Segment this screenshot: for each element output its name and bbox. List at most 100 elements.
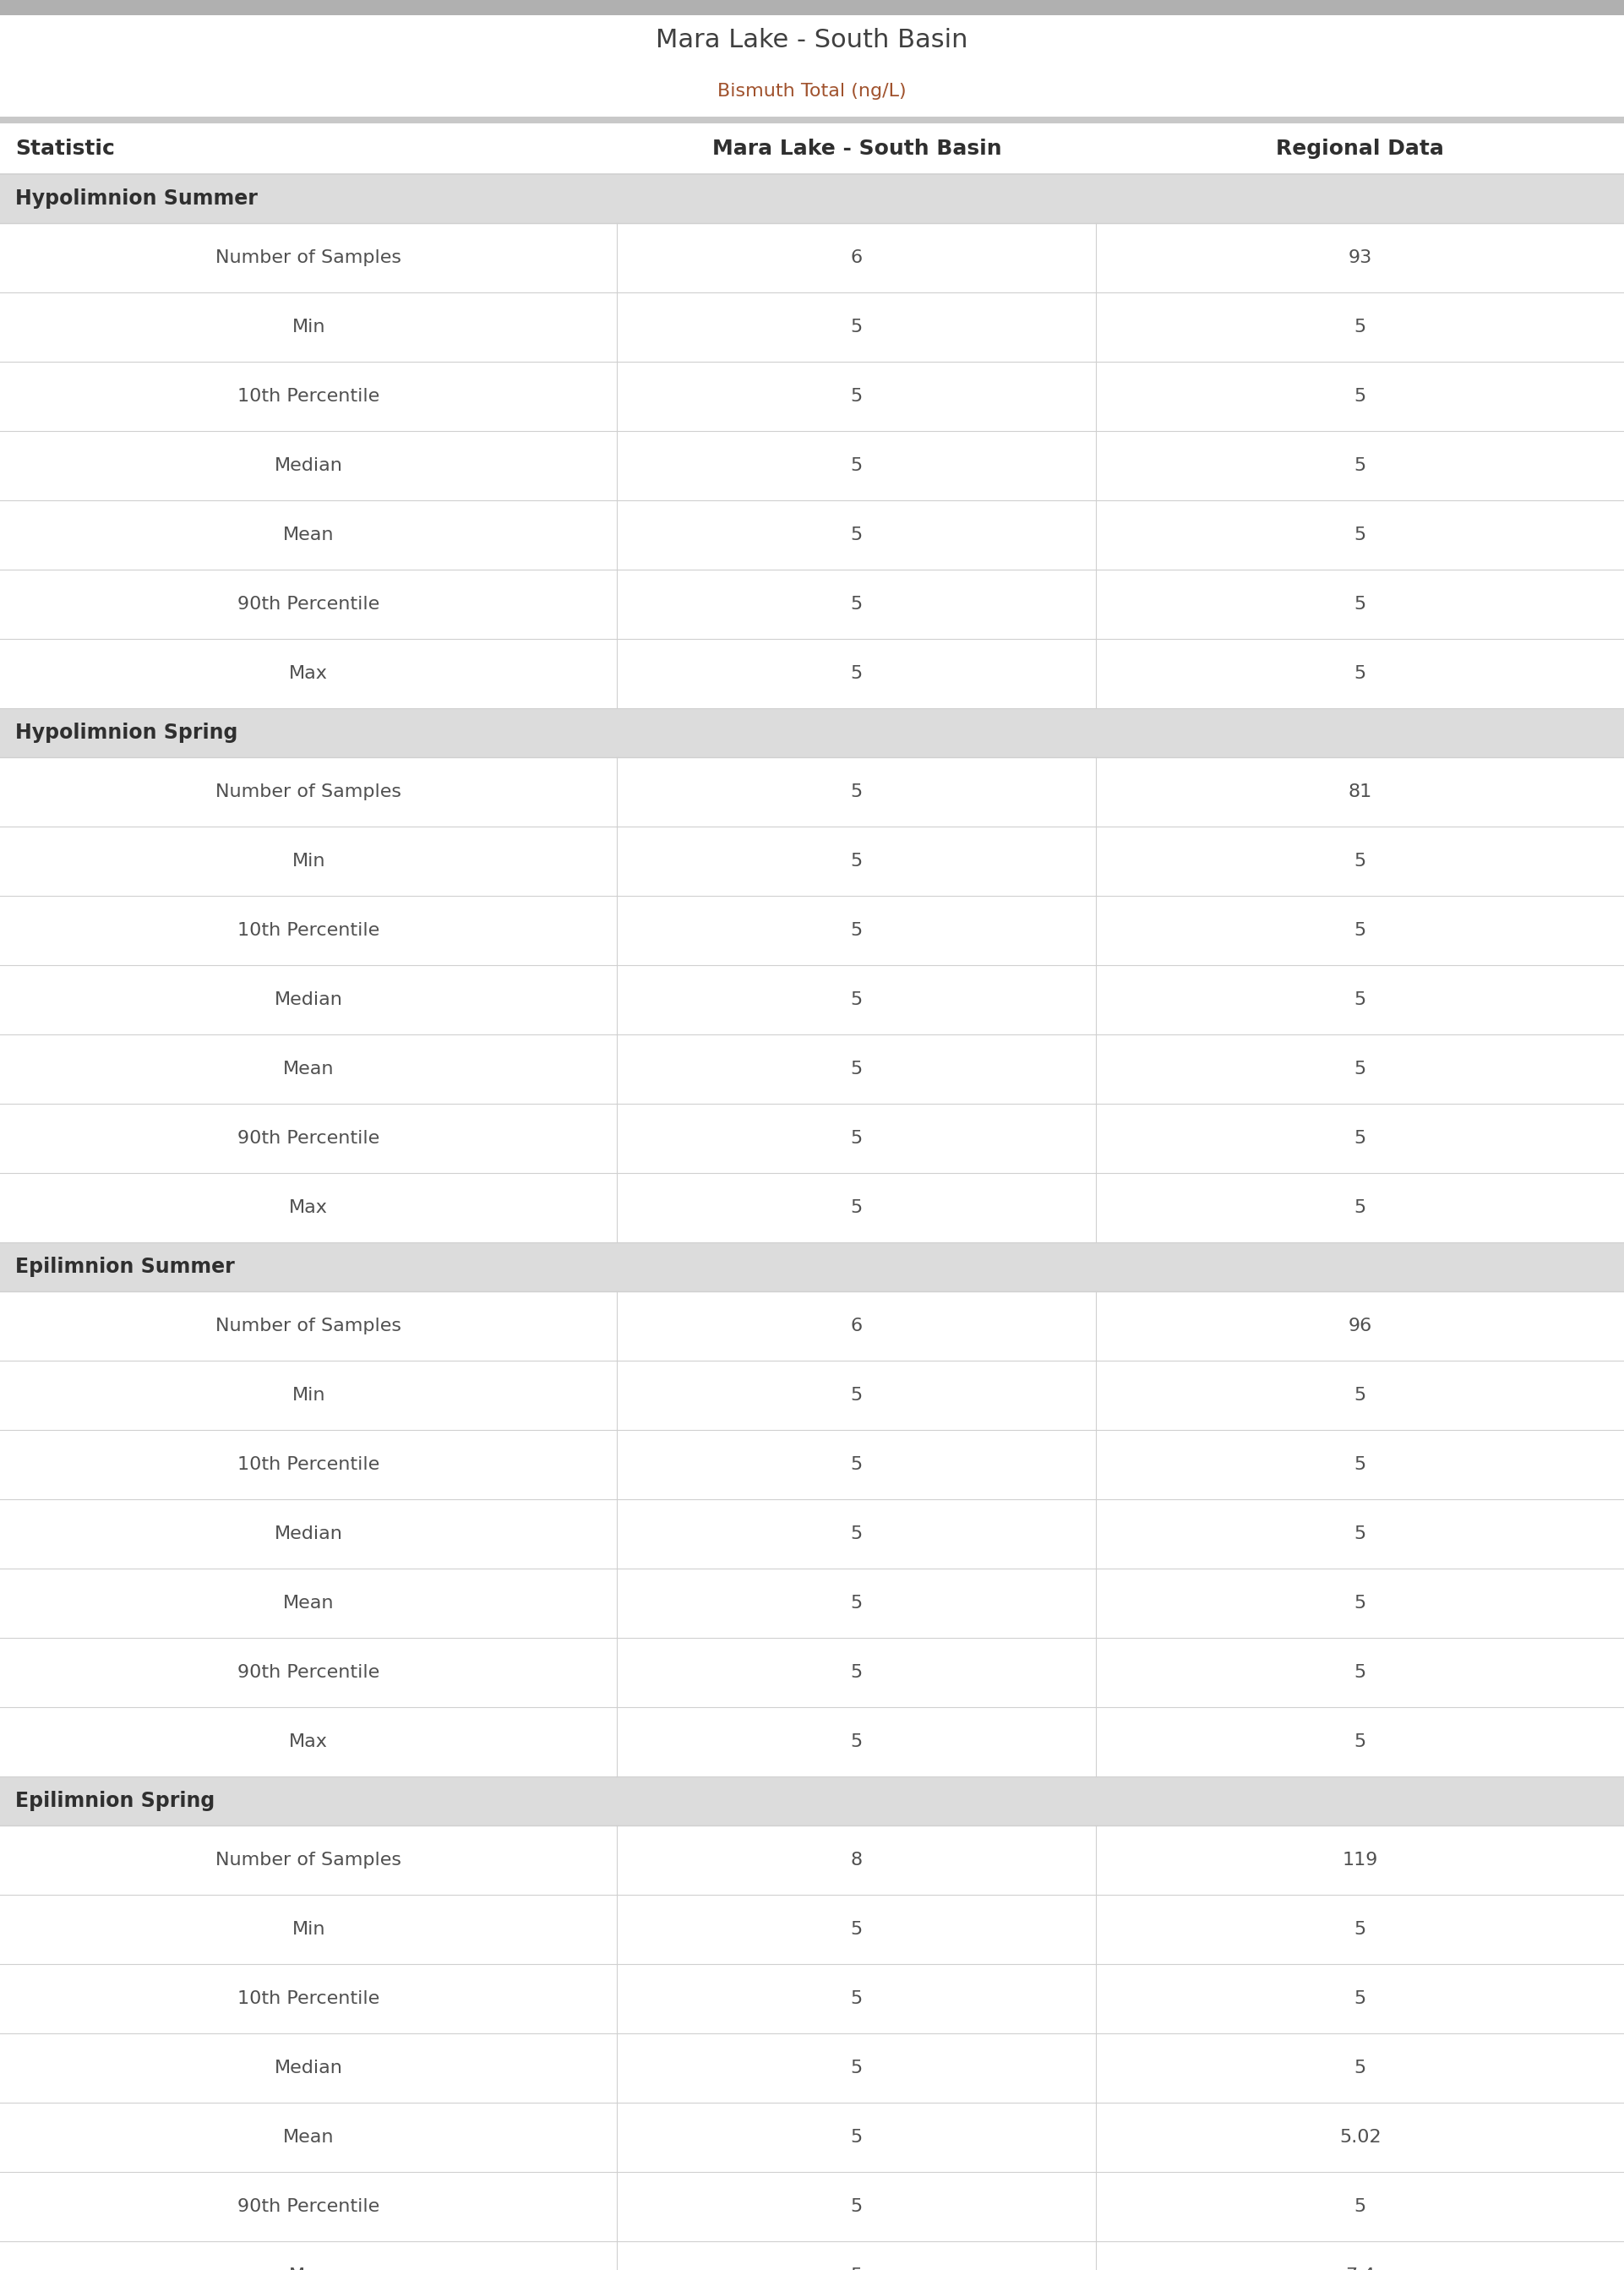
Text: 10th Percentile: 10th Percentile xyxy=(237,922,380,940)
Bar xyxy=(0,1707,1624,1777)
Text: 5: 5 xyxy=(1354,854,1366,869)
Bar xyxy=(0,1292,1624,1360)
Text: 5: 5 xyxy=(1354,1596,1366,1612)
Bar xyxy=(0,2240,1624,2270)
Text: Min: Min xyxy=(292,1387,325,1403)
Bar xyxy=(0,1639,1624,1707)
Text: 10th Percentile: 10th Percentile xyxy=(237,388,380,404)
Text: 90th Percentile: 90th Percentile xyxy=(237,1130,380,1146)
Text: 5: 5 xyxy=(851,1455,862,1473)
Text: 90th Percentile: 90th Percentile xyxy=(237,595,380,613)
Text: 5: 5 xyxy=(851,527,862,543)
Bar xyxy=(0,1964,1624,2034)
Text: 5: 5 xyxy=(851,1060,862,1078)
Text: 5: 5 xyxy=(1354,318,1366,336)
Text: 5: 5 xyxy=(1354,1455,1366,1473)
Bar xyxy=(0,2034,1624,2102)
Bar xyxy=(0,965,1624,1035)
Text: 5: 5 xyxy=(1354,1199,1366,1217)
Text: 5: 5 xyxy=(851,1991,862,2007)
Bar xyxy=(0,638,1624,708)
Text: 5: 5 xyxy=(1354,595,1366,613)
Text: 5: 5 xyxy=(1354,1664,1366,1682)
Text: 5: 5 xyxy=(851,1664,862,1682)
Bar xyxy=(0,897,1624,965)
Text: 6: 6 xyxy=(851,250,862,266)
Text: 5: 5 xyxy=(1354,2197,1366,2216)
Text: 5: 5 xyxy=(1354,922,1366,940)
Text: 5: 5 xyxy=(851,783,862,801)
Text: 81: 81 xyxy=(1348,783,1372,801)
Text: 93: 93 xyxy=(1348,250,1372,266)
Text: 5: 5 xyxy=(1354,1387,1366,1403)
Text: Mean: Mean xyxy=(283,1596,335,1612)
Text: 5: 5 xyxy=(851,1199,862,1217)
Bar xyxy=(0,758,1624,826)
Text: Number of Samples: Number of Samples xyxy=(216,250,401,266)
Bar xyxy=(0,222,1624,293)
Bar xyxy=(0,1498,1624,1569)
Bar xyxy=(0,1035,1624,1103)
Text: 6: 6 xyxy=(851,1317,862,1335)
Text: 5: 5 xyxy=(1354,1130,1366,1146)
Text: 5: 5 xyxy=(851,1387,862,1403)
Text: 5.02: 5.02 xyxy=(1340,2129,1380,2145)
Text: Min: Min xyxy=(292,318,325,336)
Text: Min: Min xyxy=(292,854,325,869)
Text: 5: 5 xyxy=(1354,527,1366,543)
Text: Statistic: Statistic xyxy=(15,138,115,159)
Text: Median: Median xyxy=(274,1525,343,1541)
Text: 5: 5 xyxy=(851,1920,862,1939)
Text: Median: Median xyxy=(274,2059,343,2077)
Text: Number of Samples: Number of Samples xyxy=(216,783,401,801)
Bar xyxy=(0,293,1624,361)
Text: Mean: Mean xyxy=(283,1060,335,1078)
Text: 5: 5 xyxy=(1354,1525,1366,1541)
Text: 5: 5 xyxy=(851,992,862,1008)
Text: Mara Lake - South Basin: Mara Lake - South Basin xyxy=(711,138,1002,159)
Text: 5: 5 xyxy=(851,318,862,336)
Text: 5: 5 xyxy=(1354,1991,1366,2007)
Bar xyxy=(0,123,1624,175)
Text: 5: 5 xyxy=(851,388,862,404)
Bar xyxy=(0,116,1624,123)
Text: 5: 5 xyxy=(1354,992,1366,1008)
Text: Regional Data: Regional Data xyxy=(1276,138,1444,159)
Bar xyxy=(0,499,1624,570)
Bar xyxy=(0,1825,1624,1895)
Text: Epilimnion Spring: Epilimnion Spring xyxy=(15,1791,214,1811)
Text: 10th Percentile: 10th Percentile xyxy=(237,1455,380,1473)
Text: Epilimnion Summer: Epilimnion Summer xyxy=(15,1258,235,1278)
Bar xyxy=(0,2172,1624,2240)
Bar xyxy=(0,2102,1624,2172)
Text: 5: 5 xyxy=(1354,388,1366,404)
Text: 10th Percentile: 10th Percentile xyxy=(237,1991,380,2007)
Text: 5: 5 xyxy=(851,2268,862,2270)
Bar xyxy=(0,1895,1624,1964)
Text: Min: Min xyxy=(292,1920,325,1939)
Text: Max: Max xyxy=(289,2268,328,2270)
Bar xyxy=(0,1103,1624,1174)
Text: 5: 5 xyxy=(1354,1734,1366,1750)
Text: 5: 5 xyxy=(851,1130,862,1146)
Text: Median: Median xyxy=(274,456,343,474)
Text: 5: 5 xyxy=(851,922,862,940)
Text: 119: 119 xyxy=(1341,1852,1379,1868)
Text: 5: 5 xyxy=(851,2197,862,2216)
Text: 5: 5 xyxy=(851,595,862,613)
Bar xyxy=(0,0,1624,16)
Bar xyxy=(0,1360,1624,1430)
Text: 5: 5 xyxy=(1354,456,1366,474)
Text: Number of Samples: Number of Samples xyxy=(216,1317,401,1335)
Text: 90th Percentile: 90th Percentile xyxy=(237,1664,380,1682)
Text: 5: 5 xyxy=(1354,2059,1366,2077)
Bar xyxy=(0,16,1624,116)
Text: 5: 5 xyxy=(851,1734,862,1750)
Text: 5: 5 xyxy=(851,1596,862,1612)
Bar xyxy=(0,1174,1624,1242)
Bar xyxy=(0,431,1624,499)
Text: Mara Lake - South Basin: Mara Lake - South Basin xyxy=(656,27,968,52)
Text: 5: 5 xyxy=(1354,665,1366,681)
Text: Hypolimnion Summer: Hypolimnion Summer xyxy=(15,188,258,209)
Text: Max: Max xyxy=(289,1199,328,1217)
